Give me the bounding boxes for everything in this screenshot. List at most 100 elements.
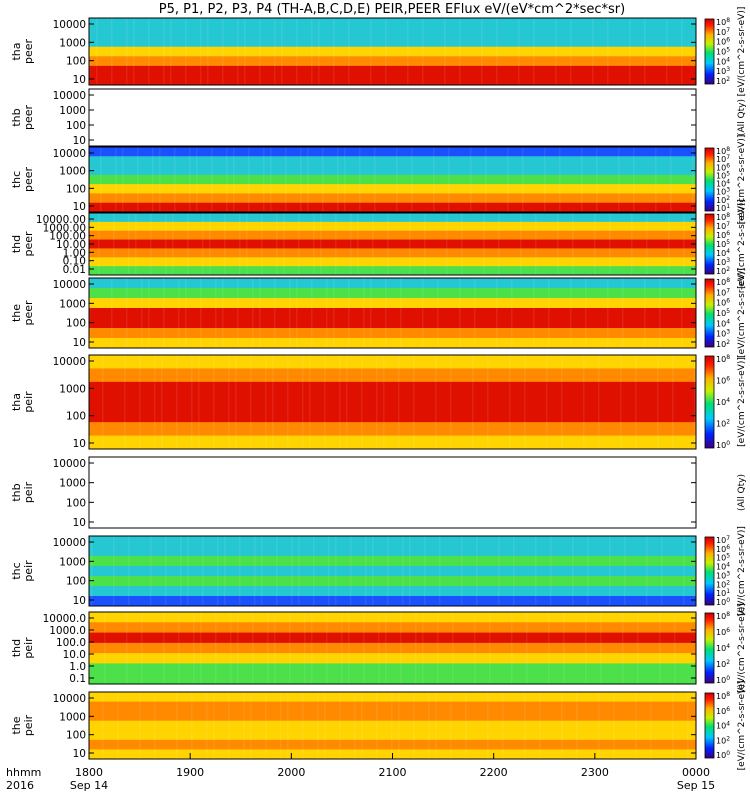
spectrogram-streak [348, 278, 350, 348]
spectrogram-streak [498, 536, 500, 606]
colorbar-label: [eV/(cm^2-s-sr-eV)] [737, 357, 747, 447]
spectrogram-streak [115, 147, 117, 212]
spectrogram-streak [535, 536, 537, 606]
colorbar-tick-label: 106 [716, 706, 730, 716]
spectrogram-streak [307, 147, 309, 212]
spectrogram-streak [415, 612, 417, 684]
spectrogram-streak [322, 147, 324, 212]
spectrogram-streak [222, 18, 224, 85]
spectrogram-streak [178, 612, 180, 684]
spectrogram-streak [148, 18, 150, 85]
spectrogram-band [89, 701, 696, 712]
y-tick-label: 1000 [59, 166, 86, 178]
y-axis-label: thapeir [10, 391, 35, 413]
spectrogram-band [89, 248, 696, 258]
spectrogram-streak [289, 612, 291, 684]
spectrogram-streak [243, 692, 245, 759]
colorbar-tick-label: 107 [716, 287, 730, 297]
colorbar-tick-label: 101 [716, 203, 730, 213]
colorbar-tick-label: 104 [716, 643, 730, 653]
spectrogram-streak [291, 536, 293, 606]
panels-group: 10000100010010thapeer1081071061051041031… [10, 7, 747, 771]
panel-thb-peir: 10000 1000 100 10 thbpeir (All Qty) [10, 456, 747, 529]
spectrogram-streak [283, 213, 285, 275]
spectrogram-streak [637, 612, 639, 684]
colorbar-tick-label: 107 [716, 154, 730, 164]
spectrogram-streak [296, 18, 298, 85]
spectrogram-streak [350, 213, 352, 275]
spectrogram-band [89, 174, 696, 185]
spectrogram-streak [270, 147, 272, 212]
spectrogram-streak [265, 692, 267, 759]
y-tick-label: 1000 [59, 556, 86, 568]
colorbar [704, 147, 715, 212]
spectrogram-streak [148, 278, 150, 348]
colorbar-tick-label: 104 [716, 721, 730, 731]
spectrogram-band [89, 368, 696, 383]
spectrogram-streak [176, 355, 178, 449]
spectrogram-streak [224, 536, 226, 606]
spectrogram-streak [655, 147, 657, 212]
spectrogram-streak [363, 612, 365, 684]
spectrogram-band [89, 673, 696, 685]
y-tick-label: 10 [73, 517, 86, 529]
spectrogram-streak [202, 213, 204, 275]
spectrogram-streak [378, 612, 380, 684]
spectrogram-streak [189, 147, 191, 212]
spectrogram-streak [154, 355, 156, 449]
y-tick-label: 1.0 [69, 661, 86, 673]
spectrogram-band [89, 184, 696, 194]
spectrogram-streak [154, 692, 156, 759]
spectrogram-streak [635, 692, 637, 759]
spectrogram-band [89, 576, 696, 587]
y-tick-label: 10 [73, 74, 86, 86]
spectrogram-streak [274, 18, 276, 85]
spectrogram-band [89, 739, 696, 750]
spectrogram-streak [211, 147, 213, 212]
spectrogram-streak [104, 612, 106, 684]
spectrogram-streak [326, 612, 328, 684]
spectrogram-band [89, 266, 696, 276]
y-tick-label: 10000 [53, 537, 86, 549]
spectrogram-streak [694, 355, 696, 449]
spectrogram-streak [400, 612, 402, 684]
spectrogram-streak [250, 692, 252, 759]
spectrogram-streak [191, 692, 193, 759]
spectrogram-streak [585, 612, 587, 684]
spectrogram-streak [681, 18, 683, 85]
spectrogram-streak [444, 18, 446, 85]
spectrogram-streak [159, 147, 161, 212]
spectrogram-streak [318, 18, 320, 85]
colorbar-tick-label: 104 [716, 248, 730, 258]
spectrogram-streak [383, 355, 385, 449]
spectrogram-streak [185, 278, 187, 348]
y-tick-label: 10000.0 [43, 613, 86, 625]
spectrogram-streak [298, 536, 300, 606]
spectrogram-streak [387, 536, 389, 606]
spectrogram-band [89, 239, 696, 249]
spectrogram-streak [174, 147, 176, 212]
spectrogram-band [89, 355, 696, 369]
spectrogram-streak [557, 213, 559, 275]
spectrogram-streak [285, 147, 287, 212]
spectrogram-streak [633, 147, 635, 212]
colorbar-tick-label: 106 [716, 627, 730, 637]
spectrogram-band [89, 381, 696, 396]
spectrogram-streak [213, 692, 215, 759]
panel-frame [88, 277, 697, 349]
spectrogram-band [89, 596, 696, 607]
panel-frame [88, 146, 697, 213]
spectrogram-streak [126, 278, 128, 348]
y-tick-label: 1000 [59, 711, 86, 723]
spectrogram-band [89, 165, 696, 176]
spectrogram-streak [622, 278, 624, 348]
spectrogram-streak [524, 692, 526, 759]
y-axis-label: thdpeir [10, 637, 35, 659]
spectrogram-band [89, 56, 696, 67]
spectrogram-streak [163, 18, 165, 85]
spectrogram-streak [594, 213, 596, 275]
spectrogram-streak [320, 213, 322, 275]
spectrogram-streak [200, 18, 202, 85]
spectrogram-streak [178, 278, 180, 348]
spectrogram-streak [346, 355, 348, 449]
